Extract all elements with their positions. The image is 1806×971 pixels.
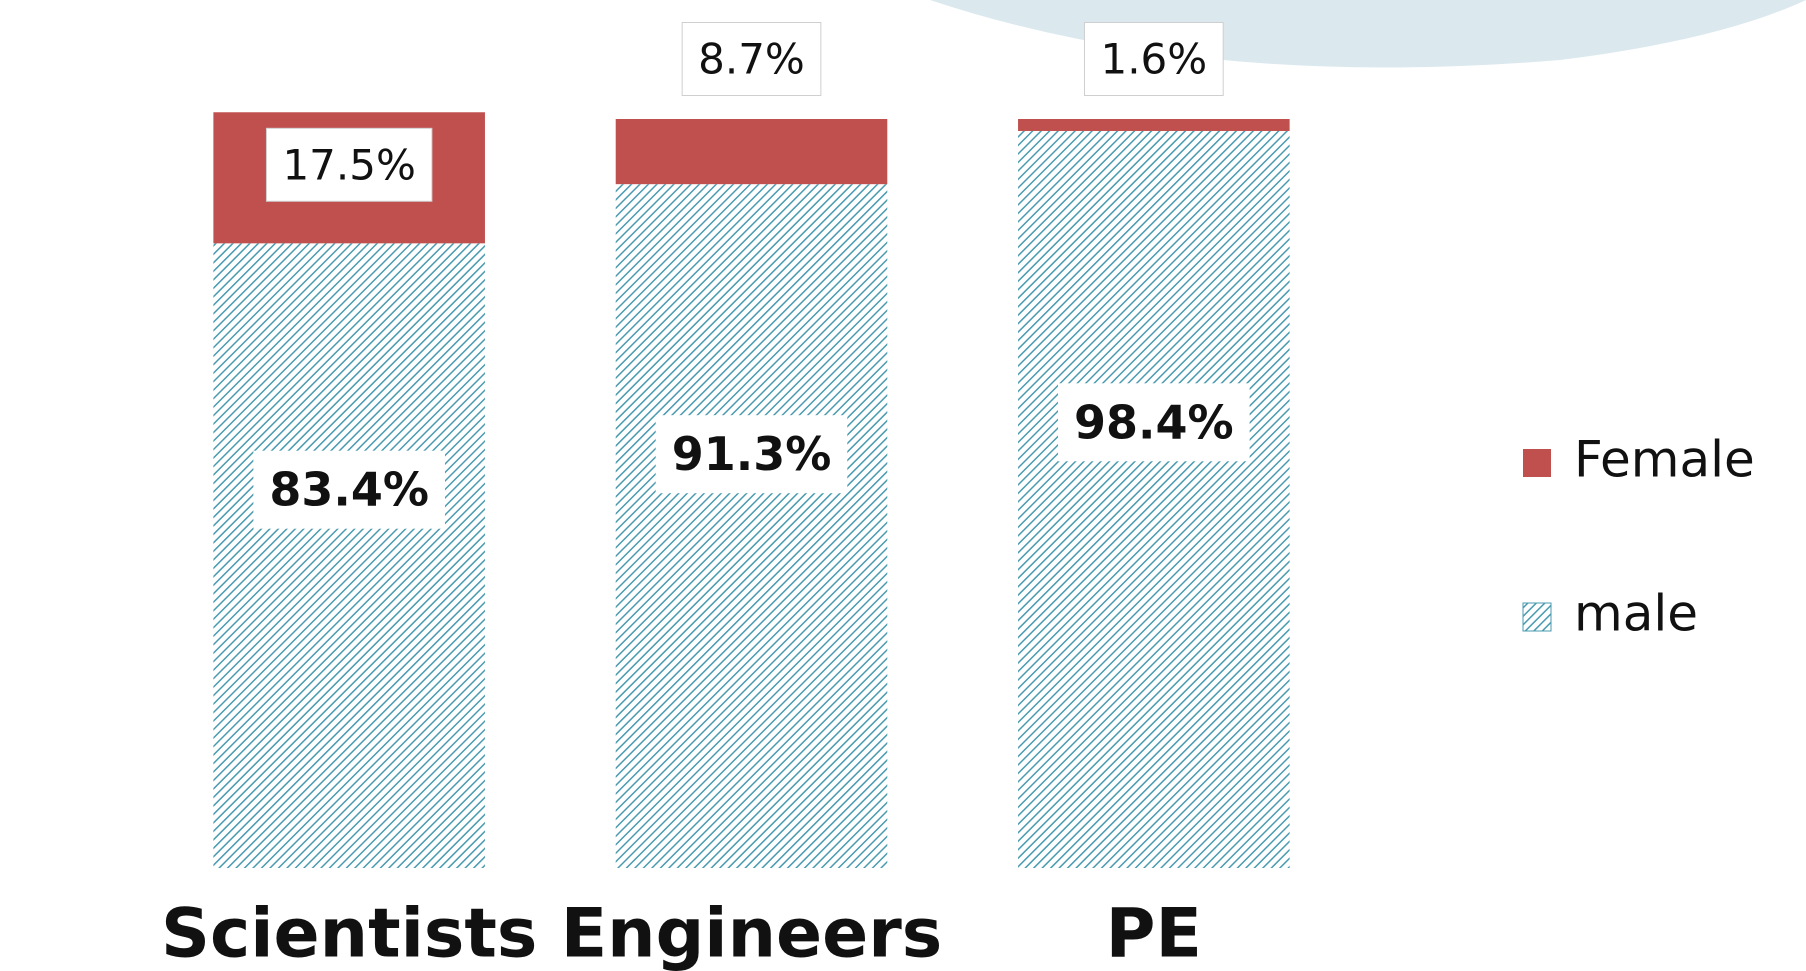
x-tick-label: Scientists — [161, 895, 537, 971]
legend-label: male — [1574, 585, 1698, 643]
legend-label: Female — [1574, 431, 1755, 489]
x-tick-label: Engineers — [561, 895, 943, 971]
bar-segment — [1018, 119, 1290, 131]
chart: Scientists 83.4% 17.5% Engineers 91.3% 8.7% PE… — [0, 0, 1806, 971]
legend-swatch — [1523, 449, 1551, 477]
decoration — [930, 0, 1806, 68]
data-label: 98.4% — [1074, 395, 1234, 449]
legend-swatch — [1523, 603, 1551, 631]
x-tick-label: PE — [1106, 895, 1202, 971]
data-label: 17.5% — [282, 140, 415, 189]
page: Scientists 83.4% 17.5% Engineers 91.3% 8.7% PE… — [0, 0, 1806, 971]
data-label: 83.4% — [269, 463, 429, 517]
data-label: 91.3% — [672, 427, 832, 481]
bar-segment — [616, 119, 888, 184]
data-label: 1.6% — [1100, 35, 1207, 84]
bar-segment — [213, 243, 485, 868]
bar-segment — [1018, 131, 1290, 868]
bar-segment — [616, 184, 888, 868]
data-label: 8.7% — [698, 35, 805, 84]
